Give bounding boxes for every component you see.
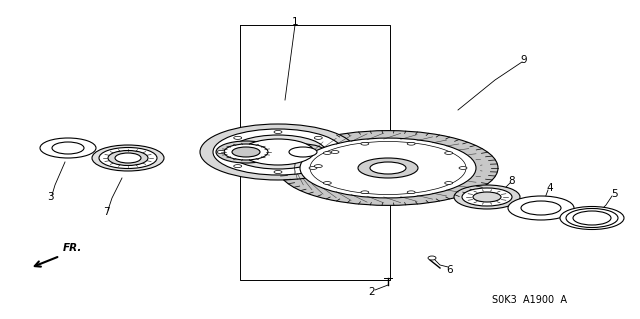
Ellipse shape — [274, 170, 282, 174]
Ellipse shape — [508, 196, 574, 220]
Ellipse shape — [230, 135, 326, 169]
Ellipse shape — [92, 145, 164, 171]
Ellipse shape — [224, 144, 268, 160]
Ellipse shape — [445, 152, 452, 154]
Ellipse shape — [473, 192, 501, 202]
Ellipse shape — [300, 138, 476, 198]
Ellipse shape — [573, 211, 611, 225]
Ellipse shape — [560, 206, 624, 229]
Ellipse shape — [232, 147, 260, 157]
Ellipse shape — [361, 191, 369, 194]
Text: 4: 4 — [547, 183, 554, 193]
Ellipse shape — [289, 147, 317, 157]
Text: 1: 1 — [292, 17, 298, 27]
Text: FR.: FR. — [63, 243, 83, 253]
Ellipse shape — [407, 191, 415, 194]
Ellipse shape — [40, 138, 96, 158]
Ellipse shape — [234, 136, 242, 139]
Text: 7: 7 — [102, 207, 109, 217]
Ellipse shape — [323, 182, 332, 184]
Ellipse shape — [108, 151, 148, 166]
Ellipse shape — [521, 201, 561, 215]
Text: 6: 6 — [447, 265, 453, 275]
Ellipse shape — [216, 141, 276, 163]
Ellipse shape — [370, 162, 406, 174]
Ellipse shape — [428, 256, 436, 260]
Text: 3: 3 — [47, 192, 53, 202]
Ellipse shape — [454, 185, 520, 209]
Ellipse shape — [115, 153, 141, 163]
Ellipse shape — [459, 167, 467, 169]
Ellipse shape — [217, 151, 225, 153]
Ellipse shape — [99, 147, 157, 168]
Ellipse shape — [445, 182, 452, 184]
Ellipse shape — [278, 130, 498, 205]
Ellipse shape — [52, 142, 84, 154]
Ellipse shape — [323, 152, 332, 154]
Ellipse shape — [361, 142, 369, 145]
Text: 2: 2 — [369, 287, 375, 297]
Ellipse shape — [200, 124, 356, 180]
Ellipse shape — [358, 158, 418, 178]
Text: 5: 5 — [611, 189, 618, 199]
Ellipse shape — [314, 165, 323, 168]
Text: 8: 8 — [509, 176, 515, 186]
Ellipse shape — [213, 129, 343, 175]
Ellipse shape — [407, 142, 415, 145]
Ellipse shape — [281, 144, 325, 160]
Ellipse shape — [331, 151, 339, 153]
Ellipse shape — [462, 188, 512, 206]
Text: S0K3  A1900  A: S0K3 A1900 A — [492, 295, 567, 305]
Ellipse shape — [309, 167, 317, 169]
Ellipse shape — [242, 139, 314, 165]
Text: 9: 9 — [521, 55, 527, 65]
Ellipse shape — [566, 209, 618, 227]
Ellipse shape — [234, 165, 242, 168]
Ellipse shape — [274, 130, 282, 133]
Ellipse shape — [314, 136, 323, 139]
